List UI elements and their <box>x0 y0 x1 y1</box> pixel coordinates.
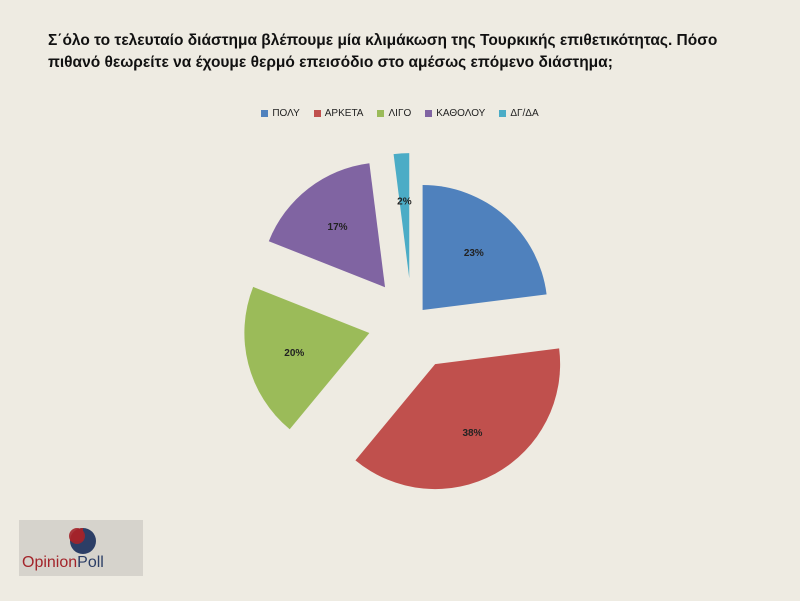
legend-item-ligo: ΛΙΓΟ <box>377 104 411 122</box>
pie-label-poly: 23% <box>464 248 484 259</box>
legend-swatch-poly <box>261 109 269 117</box>
chart-title: Σ΄όλο το τελευταίο διάστημα βλέπουμε μία… <box>48 30 768 74</box>
logo-word-opinion: Opinion <box>22 554 78 571</box>
legend-label-ligo: ΛΙΓΟ <box>388 107 412 119</box>
logo-text: OpinionPoll <box>22 554 104 572</box>
legend-item-dg-da: ΔΓ/ΔΑ <box>499 104 539 122</box>
title-line-1: Σ΄όλο το τελευταίο διάστημα βλέπουμε μία… <box>48 32 718 49</box>
pie-label-katholou: 17% <box>328 222 348 233</box>
legend-swatch-arketa <box>313 109 321 117</box>
legend-label-arketa: ΑΡΚΕΤΑ <box>324 107 364 119</box>
legend-item-arketa: ΑΡΚΕΤΑ <box>313 104 364 122</box>
pie-slice-dg-da <box>393 153 410 279</box>
legend-swatch-ligo <box>377 109 385 117</box>
legend-swatch-katholou <box>425 109 433 117</box>
legend-label-poly: ΠΟΛΥ <box>272 107 300 119</box>
legend-label-dg-da: ΔΓ/ΔΑ <box>510 107 539 119</box>
pie-label-arketa: 38% <box>462 428 482 439</box>
pie-slice-arketa <box>355 348 561 490</box>
pie-slice-katholou <box>268 163 386 288</box>
pie-label-dg-da: 2% <box>397 197 412 208</box>
logo-circles-icon <box>69 528 96 554</box>
title-line-2: πιθανό θεωρείτε να έχουμε θερμό επεισόδι… <box>48 54 613 71</box>
legend-item-katholou: ΚΑΘΟΛΟΥ <box>425 104 485 122</box>
legend-label-katholou: ΚΑΘΟΛΟΥ <box>436 107 486 119</box>
legend-swatch-dg-da <box>499 109 507 117</box>
pie-label-ligo: 20% <box>284 348 304 359</box>
legend-item-poly: ΠΟΛΥ <box>261 104 300 122</box>
chart-legend: ΠΟΛΥ ΑΡΚΕΤΑ ΛΙΓΟ ΚΑΘΟΛΟΥ ΔΓ/ΔΑ <box>0 104 800 122</box>
pie-slice-ligo <box>244 286 370 430</box>
opinionpoll-logo: OpinionPoll <box>19 520 143 576</box>
logo-word-poll: Poll <box>77 554 104 571</box>
pie-slice-poly <box>422 184 547 310</box>
